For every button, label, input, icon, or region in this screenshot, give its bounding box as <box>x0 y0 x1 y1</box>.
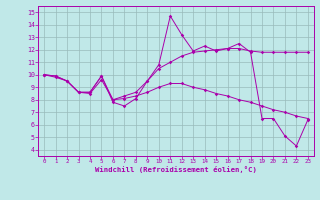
X-axis label: Windchill (Refroidissement éolien,°C): Windchill (Refroidissement éolien,°C) <box>95 166 257 173</box>
